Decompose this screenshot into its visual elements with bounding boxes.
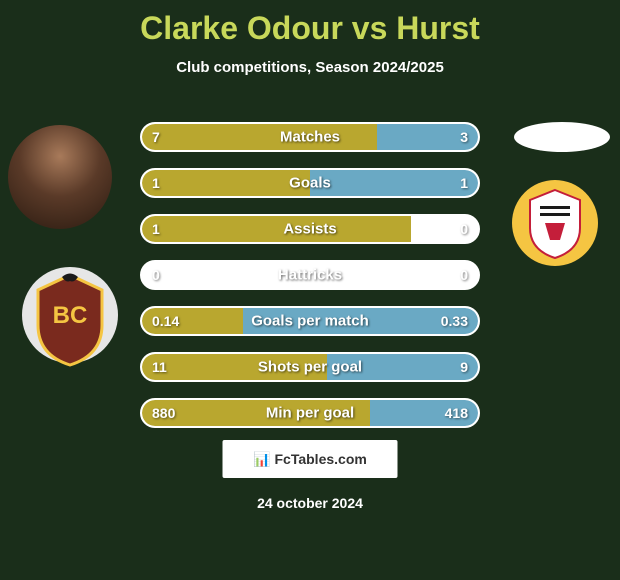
stat-value-left: 880 [152,405,175,421]
subtitle: Club competitions, Season 2024/2025 [0,59,620,76]
stat-row: 0 0 Hattricks [140,260,480,290]
stat-label: Goals per match [251,313,369,330]
stat-label: Hattricks [278,267,342,284]
stat-value-left: 1 [152,175,160,191]
club-right-badge [510,178,600,268]
stat-row: 880 418 Min per goal [140,398,480,428]
brand-logo: 📊 FcTables.com [223,440,398,478]
stat-bar-left [142,216,411,242]
stat-value-left: 7 [152,129,160,145]
stat-bar-left [142,170,310,196]
stat-label: Assists [283,221,336,238]
stat-value-right: 3 [460,129,468,145]
stat-label: Min per goal [266,405,354,422]
shield-icon: BC [20,265,120,375]
shield-icon [510,178,600,268]
club-left-badge: BC [20,265,120,375]
stat-value-left: 0.14 [152,313,179,329]
stats-grid: 73Matches11Goals10Assists00Hattricks0.14… [140,122,480,444]
stat-row: 1 0 Assists [140,214,480,244]
stat-label: Goals [289,175,331,192]
stat-bar-right [310,170,478,196]
snapshot-date: 24 october 2024 [257,495,363,511]
stat-value-left: 0 [152,267,160,283]
stat-value-right: 0 [460,267,468,283]
stat-value-left: 11 [152,359,167,375]
comparison-card: Clarke Odour vs Hurst Club competitions,… [0,0,620,580]
stat-row: 7 3 Matches [140,122,480,152]
stat-value-left: 1 [152,221,160,237]
player-left-avatar [8,125,112,229]
page-title: Clarke Odour vs Hurst [0,0,620,47]
svg-text:BC: BC [53,302,88,329]
stat-value-right: 9 [460,359,468,375]
stat-value-right: 0 [460,221,468,237]
stat-label: Matches [280,129,340,146]
stat-value-right: 418 [445,405,468,421]
stat-value-right: 0.33 [441,313,468,329]
stat-bar-left [142,124,377,150]
stat-label: Shots per goal [258,359,362,376]
stat-row: 0.14 0.33 Goals per match [140,306,480,336]
stat-value-right: 1 [460,175,468,191]
stat-row: 1 1 Goals [140,168,480,198]
player-right-avatar [514,122,610,152]
stat-row: 11 9 Shots per goal [140,352,480,382]
